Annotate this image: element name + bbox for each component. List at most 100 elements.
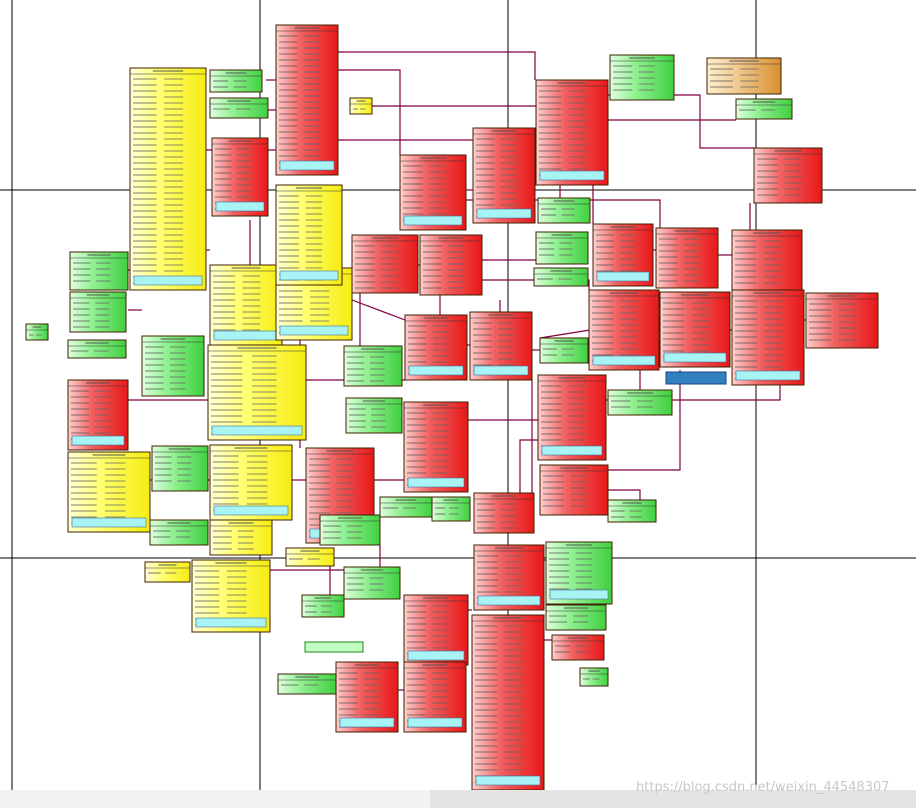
entity-table — [69, 251, 129, 291]
entity-box — [285, 547, 335, 567]
relationship-line — [608, 370, 681, 471]
entity-box — [539, 337, 589, 364]
entity-box — [129, 67, 207, 291]
entity-table — [319, 514, 381, 546]
note-box — [596, 271, 650, 282]
note-box — [71, 435, 125, 446]
entity-box — [706, 57, 782, 95]
entity-table — [144, 561, 191, 583]
highlight-box — [665, 371, 727, 385]
entity-table — [379, 496, 433, 518]
note-box — [71, 517, 147, 528]
entity-table — [209, 69, 263, 93]
entity-box — [275, 24, 339, 176]
entity-table — [431, 496, 471, 522]
watermark: https://blog.csdn.net/weixin_44548307 — [636, 780, 890, 795]
relationship-line — [351, 299, 406, 321]
entity-box — [533, 267, 589, 287]
entity-table — [349, 97, 373, 115]
entity-box — [209, 97, 269, 119]
note-box — [735, 370, 801, 381]
entity-table — [537, 197, 591, 224]
entity-box — [753, 147, 823, 204]
entity-table — [731, 289, 805, 386]
note-box — [407, 477, 465, 488]
entity-box — [535, 79, 609, 186]
note-box — [541, 445, 603, 456]
bottom-bar — [430, 790, 916, 808]
entity-table — [609, 54, 675, 101]
note-box — [339, 717, 395, 728]
entity-table — [335, 661, 399, 733]
entity-box — [151, 445, 209, 492]
entity-table — [399, 154, 467, 231]
entity-table — [469, 311, 533, 381]
entity-table — [545, 604, 607, 631]
entity-box — [655, 227, 719, 289]
entity-box — [343, 345, 403, 387]
relationship-line — [338, 69, 401, 155]
entity-table — [343, 566, 401, 600]
entity-table — [403, 661, 467, 733]
entity-table — [537, 374, 607, 461]
entity-box — [349, 97, 373, 115]
relationship-line — [606, 489, 641, 500]
note-box — [539, 170, 605, 181]
entity-box — [735, 98, 793, 120]
relationship-line — [482, 279, 590, 290]
entity-box — [343, 566, 401, 600]
entity-box — [403, 401, 469, 493]
entity-box — [149, 519, 209, 546]
entity-box — [537, 197, 591, 224]
entity-box — [551, 634, 605, 661]
note-box — [279, 160, 335, 171]
entity-box — [419, 234, 483, 296]
entity-table — [404, 314, 468, 381]
entity-table — [209, 264, 283, 346]
entity-box — [345, 397, 403, 434]
entity-table — [351, 234, 419, 294]
note-box — [473, 365, 529, 376]
entity-table — [403, 594, 469, 666]
entity-box — [805, 292, 879, 349]
note-box — [663, 352, 727, 363]
entity-table — [473, 544, 545, 611]
entity-box — [69, 291, 127, 333]
note-box — [211, 425, 303, 436]
entity-box — [141, 335, 205, 397]
entity-box — [144, 561, 191, 583]
entity-box — [207, 344, 307, 441]
entity-box — [275, 184, 343, 286]
entity-table — [472, 127, 536, 224]
entity-table — [539, 464, 609, 516]
entity-table — [275, 24, 339, 176]
entity-table — [285, 547, 335, 567]
entities — [25, 24, 879, 791]
entity-table — [191, 559, 271, 633]
entity-box — [431, 496, 471, 522]
entity-box — [67, 339, 127, 359]
entity-table — [67, 379, 129, 451]
entity-table — [275, 184, 343, 286]
entity-table — [209, 519, 273, 556]
entity-table — [67, 339, 127, 359]
entity-box — [579, 667, 609, 687]
entity-box — [731, 289, 805, 386]
entity-table — [659, 291, 731, 368]
entity-table — [25, 323, 49, 341]
entity-table — [706, 57, 782, 95]
entity-table — [129, 67, 207, 291]
entity-table — [731, 229, 803, 291]
entity-table — [301, 594, 345, 618]
entity-table — [753, 147, 823, 204]
note-box — [304, 641, 364, 653]
note-box — [408, 365, 464, 376]
entity-table — [209, 444, 293, 521]
entity-table — [211, 137, 269, 217]
note-box — [549, 589, 609, 600]
note-box — [195, 617, 267, 628]
entity-table — [69, 291, 127, 333]
note-box — [592, 355, 656, 366]
entity-table — [473, 492, 535, 534]
entity-table — [805, 292, 879, 349]
